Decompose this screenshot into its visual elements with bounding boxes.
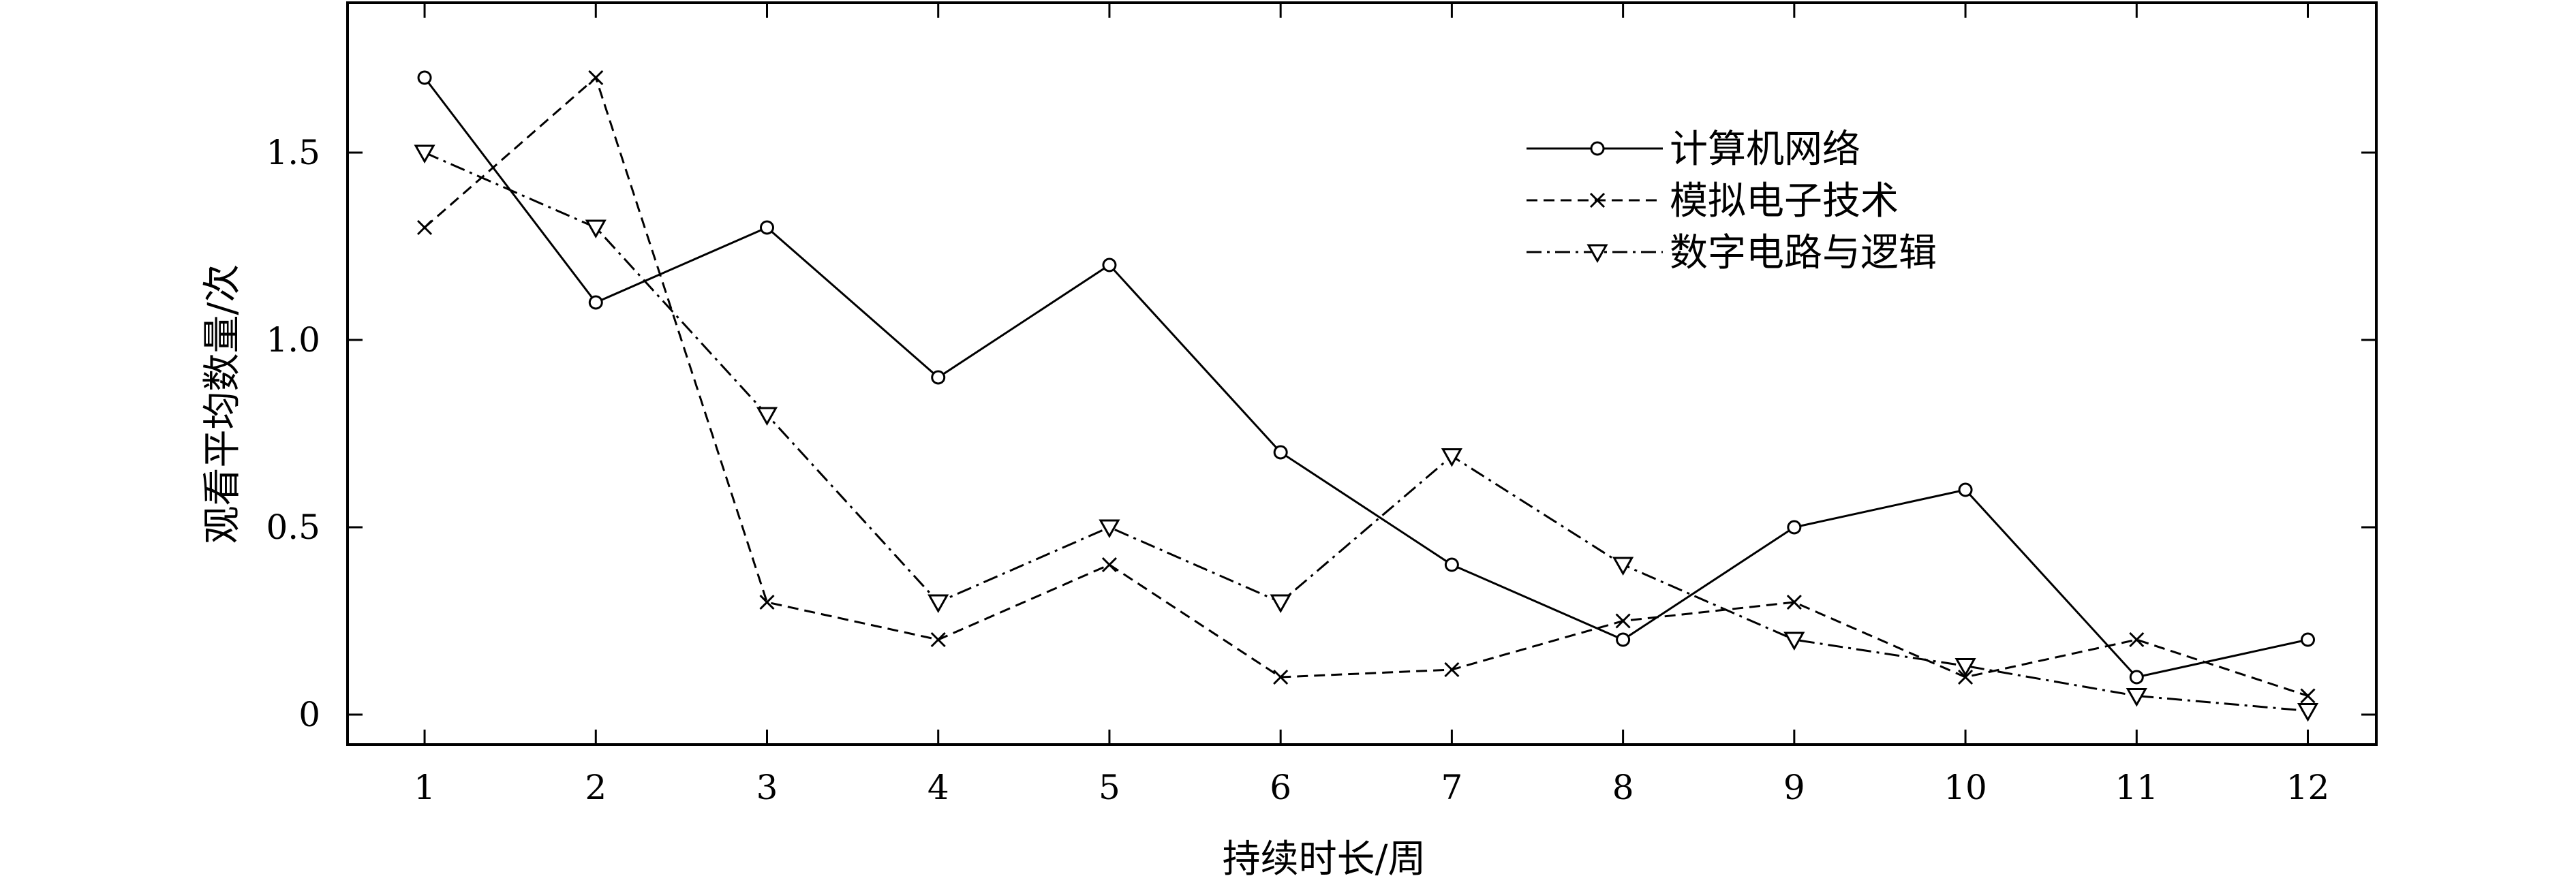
data-point — [1273, 669, 1289, 685]
data-point — [1273, 445, 1288, 460]
x-tick-label: 10 — [1944, 768, 1987, 807]
data-point — [1612, 557, 1634, 576]
legend-label: 模拟电子技术 — [1670, 179, 1899, 223]
x-marker-stroke — [930, 631, 946, 648]
x-tick-label: 4 — [927, 768, 949, 807]
x-marker-stroke — [2300, 688, 2316, 704]
data-point — [756, 407, 778, 426]
data-point — [1101, 557, 1118, 573]
x-marker-stroke — [1444, 661, 1460, 678]
series-line — [424, 76, 2308, 697]
data-point — [1783, 631, 1805, 651]
x-marker-stroke — [1273, 669, 1289, 685]
data-point — [930, 631, 946, 648]
x-marker-stroke — [588, 69, 604, 86]
x-marker-stroke — [1589, 192, 1606, 208]
x-tick-label: 12 — [2286, 768, 2330, 807]
x-tick-label: 2 — [585, 768, 607, 807]
axes-layer: 00.51.01.51 2 3 4 5 6 7 8 9 10 11 12 — [266, 1, 2378, 807]
x-marker-stroke — [416, 219, 433, 236]
data-point — [2126, 688, 2147, 707]
legend-marker — [1586, 244, 1608, 264]
x-tick-label: 8 — [1612, 768, 1634, 807]
legend-entry: 模拟电子技术 — [1527, 179, 1899, 223]
data-point — [1954, 658, 1976, 677]
data-point — [1958, 482, 1973, 497]
data-point — [931, 370, 946, 385]
data-point — [1615, 613, 1631, 629]
data-point — [1102, 258, 1117, 272]
x-tick-label: 9 — [1783, 768, 1805, 807]
series-line — [424, 151, 2308, 712]
x-tick-label: 1 — [414, 768, 435, 807]
x-marker-stroke — [2129, 631, 2145, 648]
x-tick-label: 6 — [1270, 768, 1291, 807]
data-point — [927, 594, 949, 614]
legend-entry: 数字电路与逻辑 — [1527, 231, 1937, 275]
data-point — [416, 219, 433, 236]
data-point — [2297, 703, 2319, 722]
data-point — [759, 220, 774, 235]
legend-marker — [1590, 141, 1605, 156]
legend-entry: 计算机网络 — [1527, 127, 1860, 172]
series-1 — [417, 70, 2316, 685]
legend-label: 数字电路与逻辑 — [1670, 231, 1937, 275]
data-point — [1444, 557, 1459, 572]
y-tick-label: 0 — [298, 695, 320, 734]
x-tick-label: 11 — [2115, 768, 2158, 807]
data-point — [1270, 594, 1291, 614]
y-tick-label: 1.0 — [266, 320, 320, 360]
data-point — [588, 69, 604, 86]
data-point — [414, 144, 435, 164]
legend-marker — [1589, 192, 1606, 208]
legend-label: 计算机网络 — [1670, 127, 1860, 172]
data-point — [585, 219, 607, 239]
x-marker-stroke — [1786, 594, 1802, 610]
y-tick-label: 0.5 — [266, 508, 320, 547]
data-point — [2129, 670, 2144, 685]
y-tick-label: 1.5 — [266, 133, 320, 172]
series-3 — [414, 144, 2319, 722]
x-marker-stroke — [1958, 669, 1974, 685]
data-point — [2129, 631, 2145, 648]
x-marker-stroke — [1615, 613, 1631, 629]
data-point — [1441, 448, 1462, 467]
x-tick-label: 5 — [1099, 768, 1120, 807]
data-point — [2300, 688, 2316, 704]
data-point — [1099, 519, 1120, 539]
data-point — [2301, 632, 2316, 647]
x-tick-label: 3 — [756, 768, 778, 807]
x-axis-title: 持续时长/周 — [1223, 837, 1426, 882]
data-point — [417, 70, 432, 85]
data-point — [588, 295, 603, 310]
data-point — [1958, 669, 1974, 685]
plot-frame — [346, 1, 2378, 746]
x-marker-stroke — [1101, 557, 1118, 573]
data-point — [1444, 661, 1460, 678]
data-point — [759, 594, 775, 610]
series-line — [423, 77, 2308, 679]
x-marker-stroke — [759, 594, 775, 610]
series-2 — [416, 69, 2316, 704]
data-point — [1786, 594, 1802, 610]
data-point — [1787, 520, 1802, 535]
x-tick-label: 7 — [1441, 768, 1462, 807]
data-point — [1616, 632, 1631, 647]
series-layer — [414, 69, 2319, 722]
y-axis-title: 观看平均数量/次 — [200, 264, 245, 544]
